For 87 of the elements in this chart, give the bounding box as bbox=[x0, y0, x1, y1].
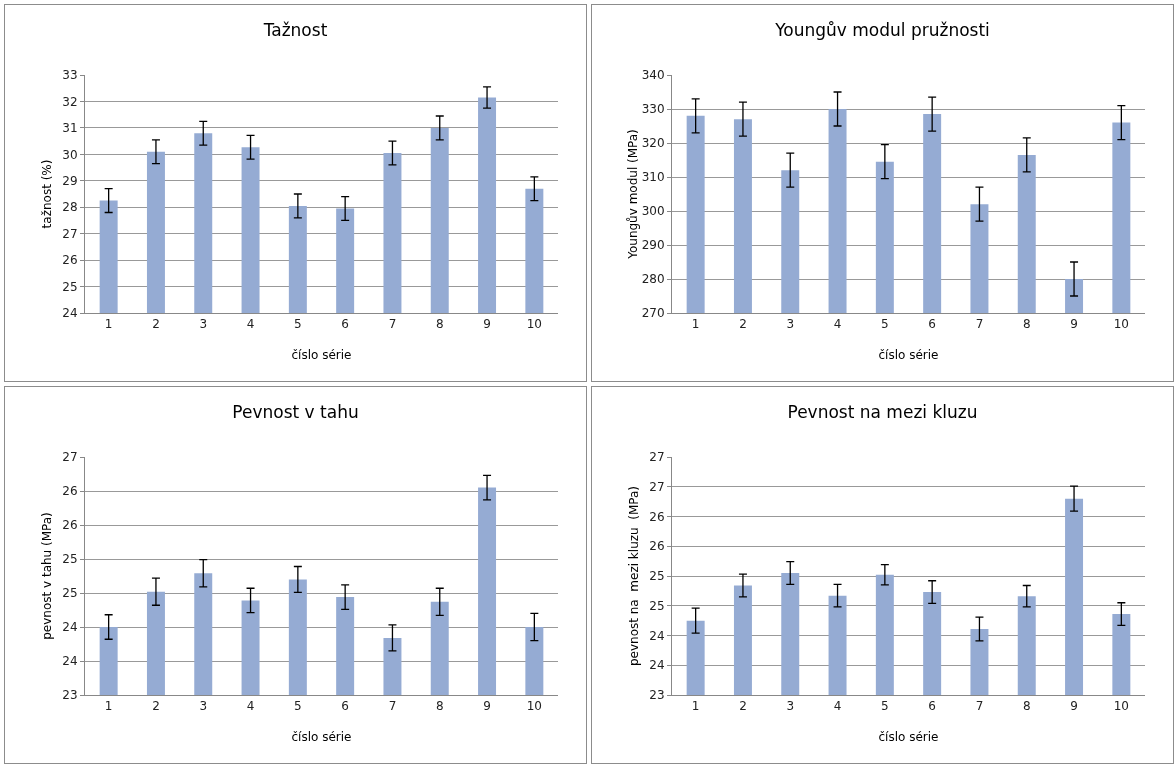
y-tick-label: 30 bbox=[62, 147, 78, 162]
x-tick-label: 4 bbox=[246, 317, 255, 332]
y-axis-title: tažnost (%) bbox=[40, 159, 54, 229]
x-tick-label: 3 bbox=[786, 317, 795, 332]
x-axis-title: číslo série bbox=[878, 348, 939, 362]
y-tick-label: 290 bbox=[641, 238, 665, 253]
y-tick-label: 24 bbox=[649, 658, 665, 673]
x-tick-label: 6 bbox=[341, 699, 349, 714]
chart-title: Youngův modul pružnosti bbox=[774, 19, 990, 40]
x-tick-label: 3 bbox=[786, 699, 795, 714]
x-axis-title: číslo série bbox=[291, 730, 352, 744]
y-tick-label: 24 bbox=[62, 654, 78, 669]
chart-title: Pevnost na mezi kluzu bbox=[787, 401, 978, 422]
x-tick-label: 8 bbox=[435, 699, 444, 714]
y-tick-label: 340 bbox=[641, 68, 665, 83]
x-tick-label: 2 bbox=[739, 317, 747, 332]
y-tick-label: 280 bbox=[641, 272, 665, 287]
y-tick-label: 24 bbox=[62, 620, 78, 635]
x-tick-label: 6 bbox=[341, 317, 349, 332]
x-tick-label: 6 bbox=[928, 317, 936, 332]
x-tick-label: 1 bbox=[691, 317, 700, 332]
x-tick-label: 7 bbox=[975, 317, 984, 332]
x-tick-label: 7 bbox=[388, 699, 397, 714]
x-tick-label: 9 bbox=[1070, 699, 1078, 714]
y-axis-title: pevnost na mezi kluzu (MPa) bbox=[627, 485, 641, 667]
y-axis-title: pevnost v tahu (MPa) bbox=[40, 512, 54, 640]
x-axis-title: číslo série bbox=[878, 730, 939, 744]
y-tick-label: 25 bbox=[62, 586, 78, 601]
y-tick-label: 24 bbox=[62, 306, 78, 321]
x-tick-label: 8 bbox=[1022, 317, 1031, 332]
y-tick-label: 23 bbox=[649, 688, 665, 703]
y-tick-label: 27 bbox=[62, 450, 78, 465]
x-tick-label: 7 bbox=[975, 699, 984, 714]
y-tick-label: 320 bbox=[641, 136, 665, 151]
y-tick-label: 31 bbox=[62, 121, 78, 136]
chart-title: Pevnost v tahu bbox=[232, 401, 359, 422]
y-tick-label: 300 bbox=[641, 204, 665, 219]
y-tick-label: 27 bbox=[649, 450, 665, 465]
y-tick-label: 26 bbox=[649, 509, 665, 524]
y-tick-label: 28 bbox=[62, 200, 78, 215]
y-tick-label: 27 bbox=[649, 479, 665, 494]
x-tick-label: 2 bbox=[152, 699, 160, 714]
x-tick-label: 10 bbox=[526, 699, 542, 714]
x-tick-label: 9 bbox=[483, 699, 491, 714]
x-tick-label: 4 bbox=[246, 699, 255, 714]
y-tick-label: 26 bbox=[649, 539, 665, 554]
x-tick-label: 5 bbox=[881, 317, 889, 332]
x-tick-label: 4 bbox=[833, 699, 842, 714]
y-tick-label: 25 bbox=[649, 598, 665, 613]
y-tick-label: 27 bbox=[62, 226, 78, 241]
x-tick-label: 8 bbox=[435, 317, 444, 332]
x-tick-label: 5 bbox=[294, 699, 302, 714]
x-tick-label: 4 bbox=[833, 317, 842, 332]
x-tick-label: 8 bbox=[1022, 699, 1031, 714]
x-tick-label: 2 bbox=[152, 317, 160, 332]
y-tick-label: 310 bbox=[641, 170, 665, 185]
y-tick-label: 26 bbox=[62, 253, 78, 268]
x-tick-label: 7 bbox=[388, 317, 397, 332]
y-tick-label: 330 bbox=[641, 102, 665, 117]
y-tick-label: 32 bbox=[62, 94, 78, 109]
x-tick-label: 2 bbox=[739, 699, 747, 714]
x-tick-label: 9 bbox=[483, 317, 491, 332]
x-tick-label: 9 bbox=[1070, 317, 1078, 332]
x-tick-label: 1 bbox=[104, 699, 113, 714]
y-tick-label: 33 bbox=[62, 68, 78, 83]
y-axis-title: Youngův modul (MPa) bbox=[625, 129, 640, 260]
y-tick-label: 270 bbox=[641, 306, 665, 321]
y-tick-label: 24 bbox=[649, 628, 665, 643]
x-tick-label: 1 bbox=[104, 317, 113, 332]
x-tick-label: 10 bbox=[526, 317, 542, 332]
x-axis-title: číslo série bbox=[291, 348, 352, 362]
y-tick-label: 29 bbox=[62, 173, 78, 188]
x-tick-label: 5 bbox=[294, 317, 302, 332]
y-tick-label: 26 bbox=[62, 484, 78, 499]
y-tick-label: 26 bbox=[62, 518, 78, 533]
y-tick-label: 25 bbox=[62, 552, 78, 567]
y-tick-label: 25 bbox=[649, 569, 665, 584]
x-tick-label: 10 bbox=[1113, 699, 1129, 714]
x-tick-label: 6 bbox=[928, 699, 936, 714]
chart-title: Tažnost bbox=[262, 19, 328, 40]
y-tick-label: 23 bbox=[62, 688, 78, 703]
x-tick-label: 10 bbox=[1113, 317, 1129, 332]
x-tick-label: 3 bbox=[199, 699, 208, 714]
y-tick-label: 25 bbox=[62, 279, 78, 294]
x-tick-label: 3 bbox=[199, 317, 208, 332]
x-tick-label: 5 bbox=[881, 699, 889, 714]
x-tick-label: 1 bbox=[691, 699, 700, 714]
